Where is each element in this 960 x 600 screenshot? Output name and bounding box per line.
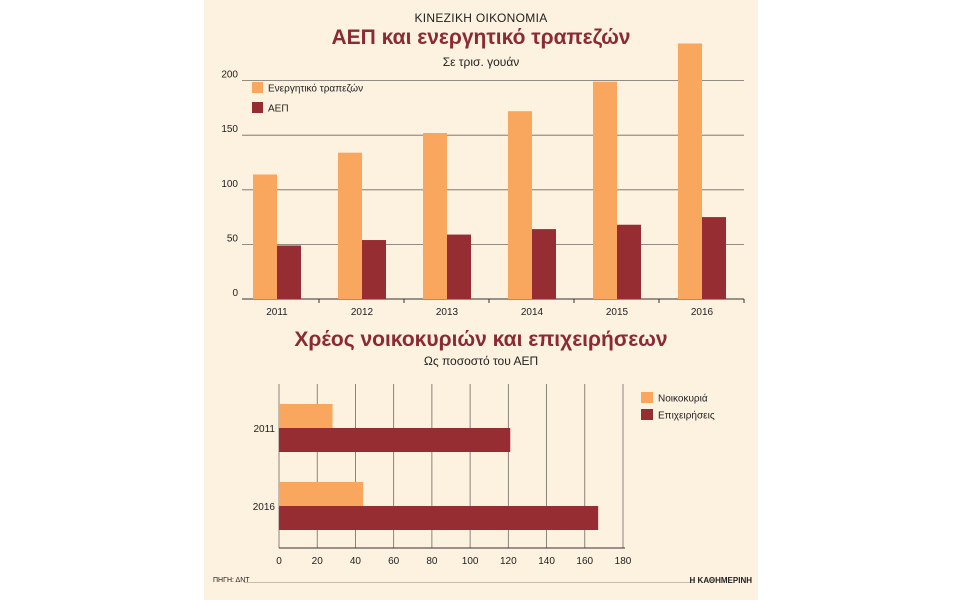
x-tick-label: 100 — [462, 556, 479, 567]
x-tick-label: 20 — [312, 556, 324, 567]
bar-gdp-2014 — [532, 229, 556, 299]
infographic-panel: ΚΙΝΕΖΙΚΗ ΟΙΚΟΝΟΜΙΑ ΑΕΠ και ενεργητικό τρ… — [204, 0, 758, 600]
publisher-logo: Η ΚΑΘΗΜΕΡΙΝΗ — [689, 576, 752, 585]
legend-label: Νοικοκυριά — [658, 393, 708, 405]
legend-swatch — [252, 82, 263, 93]
bar-bank-assets-2015 — [593, 81, 617, 299]
legend-label: Ενεργητικό τραπεζών — [268, 83, 363, 95]
bar-bank-assets-2011 — [253, 174, 277, 299]
x-tick-label: 80 — [426, 556, 438, 567]
chart-subtitle-gdp-assets: Σε τρισ. γουάν — [442, 55, 520, 69]
bar-corporates-2011 — [279, 428, 511, 452]
bar-gdp-2015 — [617, 224, 641, 299]
gdp-bank-assets-chart: 0 50 100 150 200 2011 2012 2013 2014 2015 2016 Ενερ… — [221, 43, 745, 318]
bar-gdp-2011 — [277, 245, 301, 299]
bar-corporates-2016 — [279, 506, 599, 530]
legend-swatch — [641, 409, 653, 420]
y-tick-label: 150 — [221, 124, 238, 135]
x-tick-label: 40 — [350, 556, 362, 567]
bar-bank-assets-2016 — [678, 43, 702, 299]
x-tick-label: 160 — [576, 556, 593, 567]
chart-title-debt: Χρέος νοικοκυριών και επιχειρήσεων — [294, 328, 668, 351]
x-tick-label: 0 — [276, 556, 282, 567]
chart-subtitle-debt: Ως ποσοστό του ΑΕΠ — [423, 354, 539, 368]
x-tick-label: 2012 — [351, 307, 374, 318]
legend-swatch — [252, 102, 263, 113]
bar-households-2011 — [279, 404, 333, 428]
x-tick-label: 2011 — [266, 307, 288, 318]
y-tick-label: 2016 — [253, 502, 276, 513]
chart-title-gdp-assets: ΑΕΠ και ενεργητικό τραπεζών — [331, 26, 631, 49]
legend-swatch — [641, 392, 653, 403]
y-tick-label: 200 — [221, 70, 238, 81]
x-tick-label: 120 — [500, 556, 517, 567]
bar-bank-assets-2013 — [423, 133, 447, 299]
bar-gdp-2012 — [362, 240, 386, 299]
legend-label: Επιχειρήσεις — [658, 410, 715, 422]
y-tick-label: 50 — [227, 233, 239, 244]
y-tick-label: 100 — [221, 179, 238, 190]
kicker: ΚΙΝΕΖΙΚΗ ΟΙΚΟΝΟΜΙΑ — [414, 11, 548, 25]
footer-rule — [244, 582, 694, 583]
x-tick-label: 2015 — [606, 307, 629, 318]
bar-bank-assets-2014 — [508, 111, 532, 300]
x-tick-label: 2013 — [436, 307, 459, 318]
x-tick-label: 60 — [388, 556, 400, 567]
bar-gdp-2016 — [702, 217, 726, 299]
bar-households-2016 — [279, 482, 364, 506]
x-tick-label: 2014 — [521, 307, 544, 318]
legend-label: ΑΕΠ — [268, 104, 289, 115]
bar-gdp-2013 — [447, 234, 471, 299]
household-corporate-debt-chart: 0 20 40 60 80 100 120 140 160 180 2011 2016 Νοικοκυρ… — [253, 384, 715, 567]
x-tick-label: 2016 — [691, 307, 714, 318]
y-tick-label: 0 — [232, 288, 238, 299]
x-tick-label: 180 — [615, 556, 632, 567]
x-tick-label: 140 — [538, 556, 555, 567]
y-tick-label: 2011 — [253, 424, 275, 435]
source-note: ΠΗΓΗ: ΔΝΤ — [213, 577, 250, 584]
bar-bank-assets-2012 — [338, 152, 362, 299]
